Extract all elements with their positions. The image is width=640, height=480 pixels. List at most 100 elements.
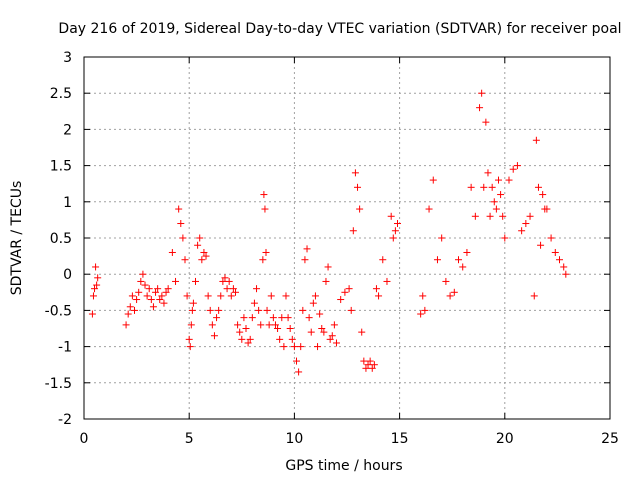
data-point bbox=[387, 212, 395, 220]
data-point bbox=[126, 303, 134, 311]
data-point bbox=[154, 285, 162, 293]
data-point bbox=[240, 314, 248, 322]
data-point bbox=[543, 205, 551, 213]
data-point bbox=[282, 292, 290, 300]
data-point bbox=[362, 364, 370, 372]
data-point bbox=[419, 292, 427, 300]
data-point bbox=[530, 292, 538, 300]
data-point bbox=[532, 136, 540, 144]
y-axis-label: SDTVAR / TECUs bbox=[9, 181, 25, 296]
x-tick-marks: 0 5 10 15 20 25 bbox=[80, 57, 619, 447]
y-tick-label: -1 bbox=[58, 340, 72, 356]
data-point bbox=[124, 310, 132, 318]
data-point bbox=[478, 89, 486, 97]
data-point bbox=[234, 321, 242, 329]
data-point bbox=[486, 212, 494, 220]
data-point bbox=[260, 191, 268, 199]
data-point bbox=[152, 288, 160, 296]
data-point bbox=[164, 285, 172, 293]
data-point bbox=[186, 343, 194, 351]
data-point bbox=[219, 277, 227, 285]
data-point bbox=[244, 339, 252, 347]
data-point bbox=[375, 292, 383, 300]
data-point bbox=[311, 292, 319, 300]
data-point bbox=[160, 299, 168, 307]
data-point bbox=[459, 263, 467, 271]
y-tick-label: -2 bbox=[58, 412, 72, 428]
data-point bbox=[345, 285, 353, 293]
y-tick-label: -1.5 bbox=[45, 376, 72, 392]
data-point bbox=[322, 277, 330, 285]
data-point bbox=[290, 343, 298, 351]
data-point bbox=[135, 288, 143, 296]
data-point bbox=[442, 277, 450, 285]
data-point bbox=[476, 104, 484, 112]
data-point bbox=[547, 234, 555, 242]
x-tick-label: 15 bbox=[391, 431, 409, 447]
data-point bbox=[288, 335, 296, 343]
data-point bbox=[177, 220, 185, 228]
data-point bbox=[324, 263, 332, 271]
data-point bbox=[368, 364, 376, 372]
data-point bbox=[265, 321, 273, 329]
data-point bbox=[332, 339, 340, 347]
data-markers bbox=[88, 89, 570, 376]
data-point bbox=[522, 220, 530, 228]
data-point bbox=[253, 285, 261, 293]
data-point bbox=[137, 277, 145, 285]
data-point bbox=[231, 288, 239, 296]
data-point bbox=[364, 361, 372, 369]
data-point bbox=[162, 288, 170, 296]
data-point bbox=[204, 292, 212, 300]
data-point bbox=[438, 234, 446, 242]
data-point bbox=[509, 165, 517, 173]
data-point bbox=[309, 299, 317, 307]
data-point bbox=[259, 256, 267, 264]
data-point bbox=[389, 234, 397, 242]
data-point bbox=[257, 321, 265, 329]
data-point bbox=[183, 292, 191, 300]
data-point bbox=[488, 183, 496, 191]
data-point bbox=[250, 299, 258, 307]
data-point bbox=[450, 288, 458, 296]
data-point bbox=[560, 263, 568, 271]
data-point bbox=[196, 234, 204, 242]
data-point bbox=[128, 292, 136, 300]
data-point bbox=[518, 227, 526, 235]
x-tick-label: 5 bbox=[185, 431, 194, 447]
data-point bbox=[539, 191, 547, 199]
data-point bbox=[305, 314, 313, 322]
data-point bbox=[225, 277, 233, 285]
data-point bbox=[202, 252, 210, 260]
data-point bbox=[497, 191, 505, 199]
data-point bbox=[229, 285, 237, 293]
data-point bbox=[370, 361, 378, 369]
data-point bbox=[278, 314, 286, 322]
y-tick-label: 1.5 bbox=[50, 159, 72, 175]
data-point bbox=[192, 277, 200, 285]
data-point bbox=[393, 220, 401, 228]
data-point bbox=[286, 325, 294, 332]
data-point bbox=[293, 357, 301, 365]
data-point bbox=[360, 357, 368, 365]
data-point bbox=[379, 256, 387, 264]
data-point bbox=[303, 245, 311, 253]
y-tick-label: 1 bbox=[63, 195, 72, 211]
data-point bbox=[320, 328, 328, 336]
data-point bbox=[141, 281, 149, 289]
data-point bbox=[274, 325, 282, 332]
data-point bbox=[463, 248, 471, 256]
data-point bbox=[299, 306, 307, 314]
data-point bbox=[318, 325, 326, 332]
data-point bbox=[297, 343, 305, 351]
data-point bbox=[351, 169, 359, 177]
data-point bbox=[217, 292, 225, 300]
data-point bbox=[347, 306, 355, 314]
data-point bbox=[130, 306, 138, 314]
data-point bbox=[168, 248, 176, 256]
data-point bbox=[429, 176, 437, 184]
data-point bbox=[505, 176, 513, 184]
data-point bbox=[316, 310, 324, 318]
data-point bbox=[143, 292, 151, 300]
